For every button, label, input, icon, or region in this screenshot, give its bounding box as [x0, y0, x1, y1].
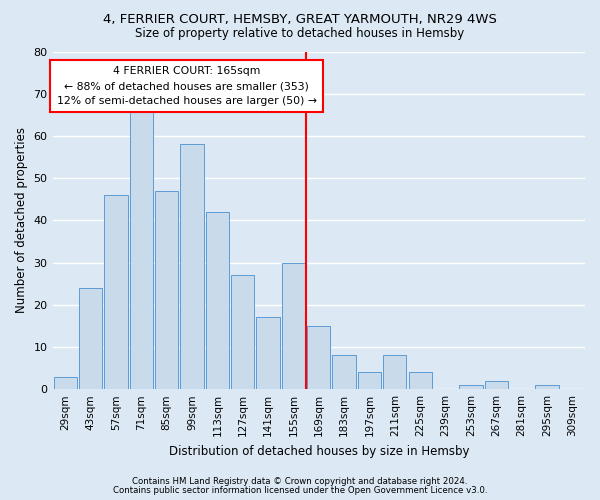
X-axis label: Distribution of detached houses by size in Hemsby: Distribution of detached houses by size … [169, 444, 469, 458]
Bar [485, 380, 508, 389]
Bar [332, 356, 356, 389]
Bar [53, 376, 77, 389]
Text: Size of property relative to detached houses in Hemsby: Size of property relative to detached ho… [136, 28, 464, 40]
Bar [282, 262, 305, 389]
Bar [231, 275, 254, 389]
Bar [383, 356, 406, 389]
Text: 4, FERRIER COURT, HEMSBY, GREAT YARMOUTH, NR29 4WS: 4, FERRIER COURT, HEMSBY, GREAT YARMOUTH… [103, 12, 497, 26]
Bar [409, 372, 432, 389]
Text: 4 FERRIER COURT: 165sqm
← 88% of detached houses are smaller (353)
12% of semi-d: 4 FERRIER COURT: 165sqm ← 88% of detache… [57, 66, 317, 106]
Bar [307, 326, 331, 389]
Bar [104, 195, 128, 389]
Bar [181, 144, 203, 389]
Text: Contains HM Land Registry data © Crown copyright and database right 2024.: Contains HM Land Registry data © Crown c… [132, 477, 468, 486]
Bar [358, 372, 381, 389]
Bar [79, 288, 102, 389]
Y-axis label: Number of detached properties: Number of detached properties [15, 128, 28, 314]
Bar [155, 191, 178, 389]
Bar [535, 385, 559, 389]
Bar [459, 385, 482, 389]
Bar [130, 106, 153, 389]
Bar [206, 212, 229, 389]
Bar [256, 318, 280, 389]
Text: Contains public sector information licensed under the Open Government Licence v3: Contains public sector information licen… [113, 486, 487, 495]
